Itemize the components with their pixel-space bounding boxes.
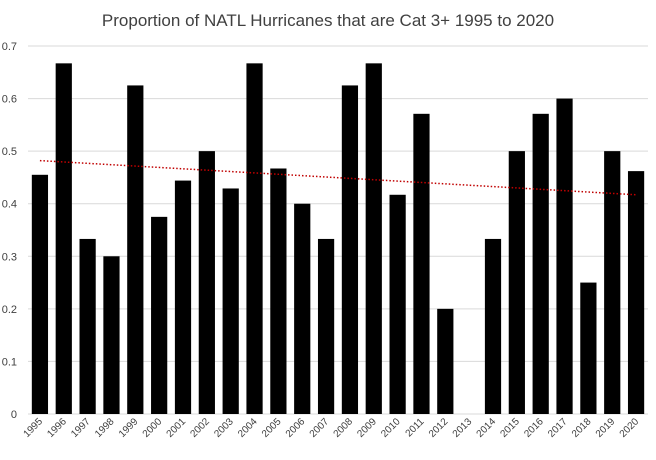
bar-2001	[174, 180, 192, 414]
bar-1996	[55, 63, 72, 414]
x-tick-label: 2005	[260, 416, 284, 440]
y-tick-label: 0.5	[2, 146, 17, 158]
x-tick-label: 2020	[618, 416, 642, 440]
y-tick-label: 0.4	[2, 199, 17, 211]
bar-2011	[413, 113, 430, 415]
y-tick-label: 0.7	[2, 41, 17, 53]
x-axis-ticks: 1995 1996 1997 1998 1999 2000 2001 2002 2003 2004…	[22, 416, 642, 440]
bar-2006	[294, 203, 311, 414]
x-tick-label: 1996	[45, 416, 69, 440]
x-tick-label: 2016	[522, 416, 546, 440]
x-tick-label: 2011	[404, 416, 427, 439]
x-tick-label: 2007	[308, 416, 332, 440]
x-tick-label: 2015	[498, 416, 522, 440]
x-tick-label: 1997	[69, 416, 93, 440]
bar-1997	[79, 238, 96, 414]
x-tick-label: 2001	[165, 416, 189, 440]
x-tick-label: 2010	[379, 416, 403, 440]
x-tick-label: 2013	[451, 416, 475, 440]
x-tick-label: 2017	[546, 416, 570, 440]
x-tick-label: 1999	[117, 416, 141, 440]
gridlines	[28, 45, 648, 415]
bar-1995	[31, 174, 49, 414]
bar-2019	[604, 151, 621, 414]
y-axis-ticks: 0 0.1 0.2 0.3 0.4 0.5 0.6 0.7	[2, 41, 17, 421]
x-tick-label: 2012	[427, 416, 451, 440]
bar-1998	[103, 256, 120, 414]
bar-2018	[580, 282, 597, 414]
bar-2003	[222, 188, 239, 414]
x-tick-label: 2002	[188, 416, 212, 440]
y-tick-label: 0.3	[2, 251, 17, 263]
y-tick-label: 0.1	[2, 356, 17, 368]
x-tick-label: 2000	[141, 416, 165, 440]
bar-2017	[556, 98, 573, 415]
bar-2005	[270, 168, 287, 414]
x-tick-label: 2009	[355, 416, 379, 440]
bar-2009	[365, 63, 382, 414]
bar-2008	[341, 85, 359, 414]
bar-2007	[317, 238, 335, 414]
bar-2015	[508, 151, 525, 414]
y-tick-label: 0.2	[2, 304, 17, 316]
y-tick-label: 0.6	[2, 94, 17, 106]
bar-2020	[627, 171, 645, 414]
x-tick-label: 2018	[570, 416, 594, 440]
bar-1999	[127, 85, 144, 414]
bar-2014	[484, 238, 502, 414]
x-tick-label: 1995	[22, 416, 46, 440]
bar-2016	[532, 113, 549, 415]
bar-2012	[437, 308, 454, 414]
x-tick-label: 2004	[236, 416, 260, 440]
x-tick-label: 1998	[93, 416, 117, 440]
trendline-group	[39, 159, 637, 196]
bar-2000	[151, 216, 168, 414]
x-tick-label: 2019	[594, 416, 618, 440]
x-tick-label: 2008	[332, 416, 356, 440]
x-tick-label: 2003	[212, 416, 236, 440]
x-tick-label: 2006	[284, 416, 308, 440]
bar-2004	[246, 63, 263, 414]
bar-2002	[198, 151, 215, 414]
chart-title: Proportion of NATL Hurricanes that are C…	[102, 11, 554, 30]
bars	[31, 63, 645, 415]
y-tick-label: 0	[11, 409, 17, 421]
trendline	[39, 159, 637, 196]
bar-2010	[389, 194, 406, 414]
x-tick-label: 2014	[475, 416, 499, 440]
